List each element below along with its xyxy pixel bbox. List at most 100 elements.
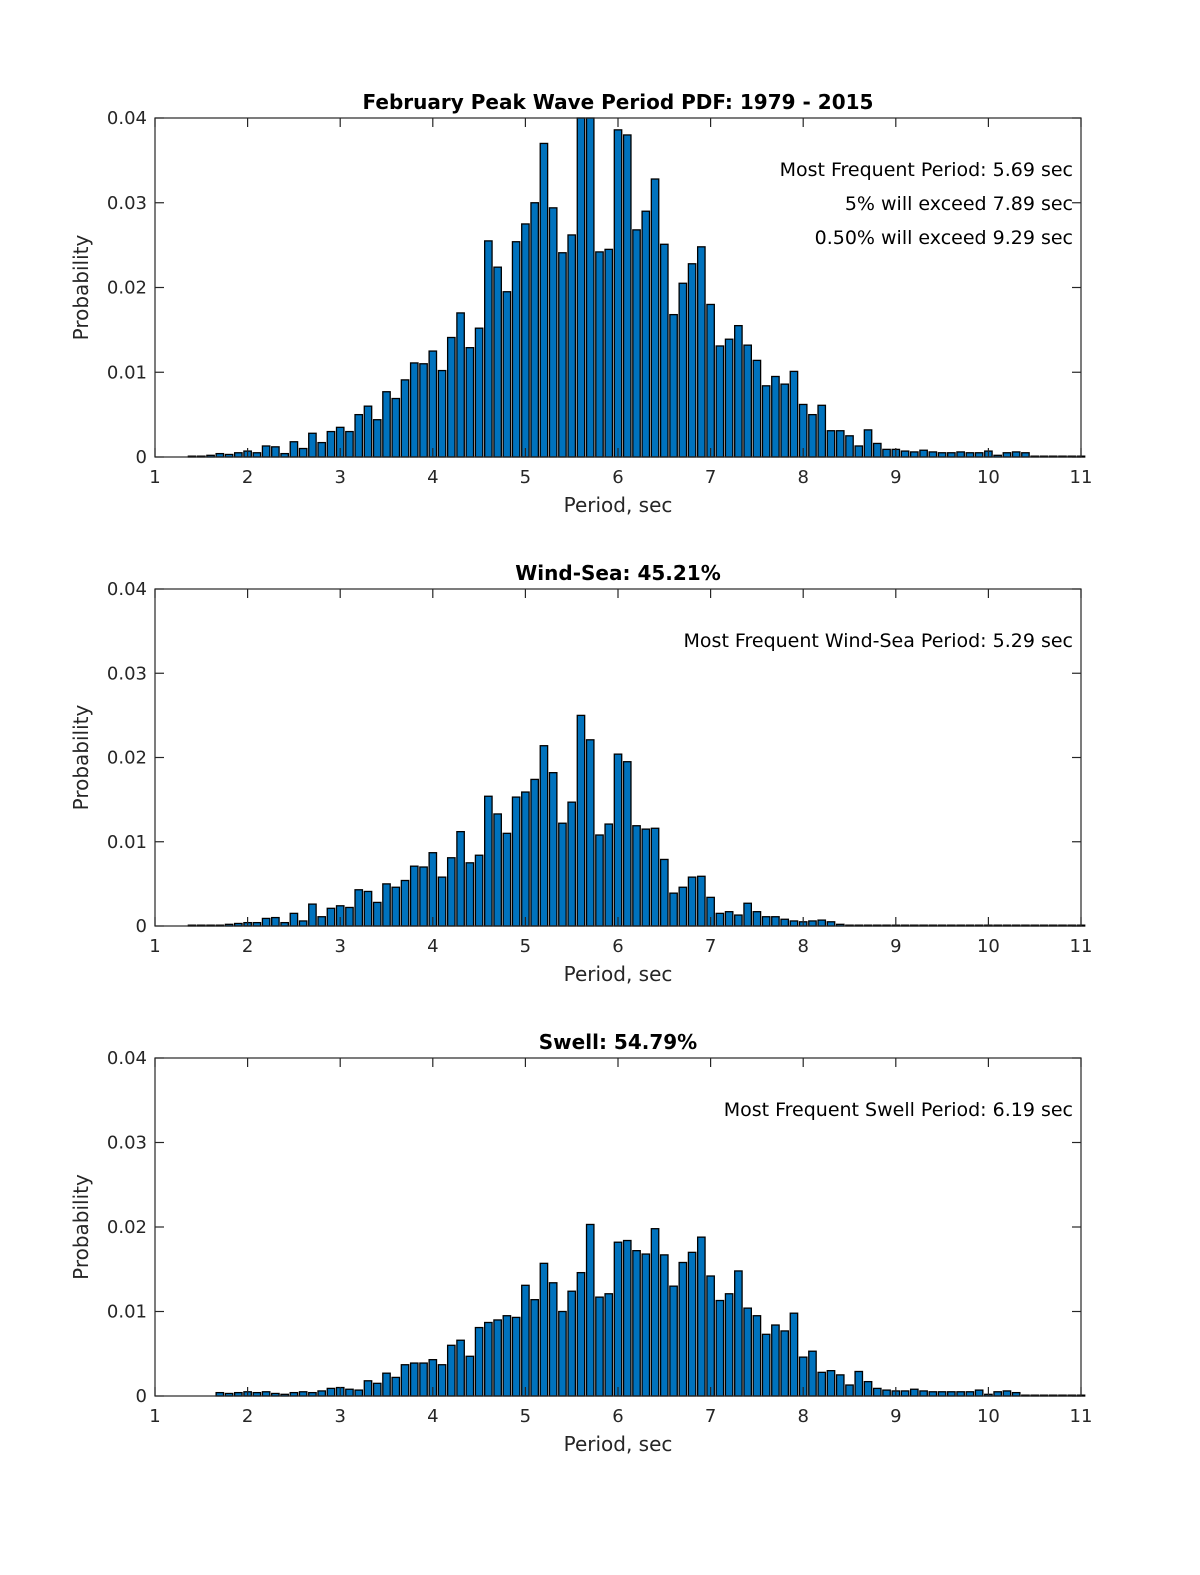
bar [622, 1239, 632, 1397]
bar [548, 772, 558, 927]
x-tick-label: 3 [334, 467, 345, 488]
bar [835, 430, 845, 458]
bar [659, 1254, 669, 1397]
bar [900, 450, 910, 458]
bar [576, 1271, 586, 1397]
bar [576, 714, 586, 927]
y-axis-label: Probability [69, 1174, 93, 1280]
bar [1011, 451, 1021, 458]
bar [632, 229, 641, 458]
bar [706, 303, 715, 458]
bar [326, 907, 336, 927]
bar [817, 1371, 827, 1397]
bar [530, 778, 540, 927]
bar [484, 795, 493, 927]
x-tick-label: 7 [705, 1406, 716, 1427]
x-tick-label: 9 [890, 936, 901, 957]
y-tick-label: 0.04 [107, 1048, 147, 1069]
bar [780, 918, 790, 927]
bar [289, 441, 299, 458]
bar [539, 1262, 549, 1397]
annotation: 5% will exceed 7.89 sec [845, 193, 1073, 215]
bar [400, 379, 410, 458]
bar-series [187, 714, 1086, 927]
y-tick-label: 0 [136, 916, 147, 937]
bar [493, 813, 502, 927]
bar [965, 1391, 975, 1397]
bar [521, 223, 530, 458]
bar [937, 1391, 947, 1397]
bar [659, 243, 669, 458]
bar [567, 801, 577, 927]
bar [585, 739, 595, 927]
bar [650, 178, 660, 458]
bar [576, 117, 586, 458]
bar [678, 1261, 688, 1397]
bar [363, 890, 373, 927]
bar [845, 435, 854, 458]
bar [289, 912, 299, 927]
x-tick-label: 6 [612, 1406, 623, 1427]
bar [604, 823, 614, 927]
bar [372, 901, 382, 927]
bar [428, 350, 438, 458]
bar [669, 892, 678, 927]
bar [974, 1389, 984, 1397]
bar [261, 917, 271, 927]
bar [345, 906, 354, 927]
bar [835, 1374, 845, 1397]
bar [808, 920, 817, 927]
bar [372, 1382, 382, 1397]
bar [613, 753, 623, 927]
y-tick-label: 0.03 [107, 663, 147, 684]
bar [696, 875, 706, 927]
y-tick-label: 0.01 [107, 1302, 147, 1323]
bar [706, 1275, 715, 1397]
bar [900, 1390, 910, 1397]
bar [752, 359, 762, 458]
x-tick-label: 4 [427, 936, 438, 957]
annotation: Most Frequent Swell Period: 6.19 sec [724, 1099, 1073, 1121]
bar [298, 1391, 308, 1397]
bar [595, 834, 604, 927]
bar [298, 920, 308, 927]
bar [446, 857, 456, 927]
bar [641, 1253, 651, 1397]
bar [789, 1312, 799, 1397]
bar [641, 210, 651, 458]
bar [715, 345, 725, 458]
bar [502, 1315, 512, 1397]
x-axis-label: Period, sec [564, 493, 673, 517]
bar [261, 445, 271, 458]
bar [474, 327, 484, 458]
bar [826, 921, 836, 927]
bar [437, 1364, 447, 1397]
x-tick-label: 4 [427, 467, 438, 488]
bar [650, 1228, 660, 1397]
bar [789, 920, 799, 927]
bar [761, 916, 771, 927]
x-tick-label: 7 [705, 467, 716, 488]
bar [872, 1387, 882, 1397]
bar [539, 745, 549, 927]
bar [465, 862, 475, 927]
bar-series [187, 117, 1086, 458]
x-tick-label: 2 [242, 936, 253, 957]
bar [437, 876, 447, 927]
y-tick-label: 0.02 [107, 1217, 147, 1238]
chart-panel-2: 1 2 3 4 5 6 7 8 9 10 11 0 0.01 0.02 0.03 0.04 Wind-Sea: … [69, 561, 1092, 986]
bar [456, 830, 465, 927]
bar [965, 452, 975, 458]
y-tick-label: 0.04 [107, 108, 147, 129]
x-tick-label: 10 [977, 936, 1000, 957]
x-tick-label: 6 [612, 467, 623, 488]
bar [419, 866, 428, 927]
bar [391, 1376, 401, 1397]
bar [734, 324, 743, 458]
bar [308, 432, 317, 458]
bar [872, 442, 882, 458]
bar [808, 1350, 817, 1397]
bar [715, 912, 725, 927]
bar [409, 1362, 419, 1397]
bar [669, 313, 678, 458]
